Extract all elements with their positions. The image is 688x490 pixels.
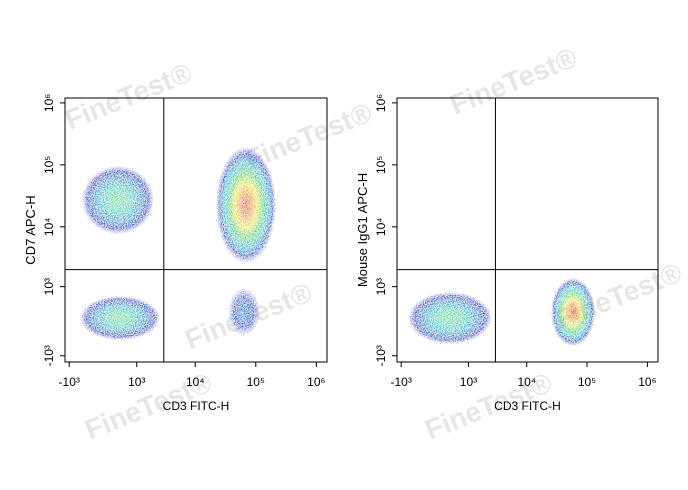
population	[82, 166, 154, 234]
y-tick-label: 10³	[42, 278, 56, 295]
y-axis-label: Mouse IgG1 APC-H	[355, 173, 370, 287]
y-axis-label: CD7 APC-H	[23, 195, 38, 264]
watermark: FineTest®	[446, 42, 582, 121]
population	[408, 292, 492, 344]
y-tick-label: 10⁵	[42, 156, 56, 174]
x-tick-label: -10³	[59, 375, 80, 389]
x-tick-label: -10³	[391, 375, 412, 389]
y-tick-label: 10³	[374, 278, 388, 295]
x-tick-label: 10⁶	[307, 375, 325, 389]
population	[228, 288, 260, 336]
plot-frame	[64, 97, 328, 363]
population	[80, 296, 160, 340]
x-tick-label: 10⁵	[247, 375, 265, 389]
x-tick-label: 10³	[128, 375, 145, 389]
plot-frame	[396, 97, 659, 363]
x-axis-label: CD3 FITC-H	[494, 399, 561, 413]
density-left	[80, 147, 276, 340]
x-tick-label: 10⁴	[517, 375, 536, 389]
y-tick-label: 10⁵	[374, 156, 388, 174]
watermark: FineTest®	[61, 57, 197, 136]
density-right	[408, 278, 595, 346]
y-tick-label: 10⁴	[42, 218, 56, 237]
x-tick-label: 10⁵	[578, 375, 596, 389]
y-tick-label: -10³	[374, 345, 388, 366]
y-tick-label: 10⁶	[42, 94, 56, 112]
population	[551, 278, 595, 346]
population	[216, 147, 276, 263]
x-tick-label: 10⁶	[638, 375, 656, 389]
y-tick-label: 10⁶	[374, 94, 388, 112]
x-axis-label: CD3 FITC-H	[163, 399, 230, 413]
x-tick-label: 10⁴	[186, 375, 205, 389]
x-tick-label: 10³	[460, 375, 477, 389]
y-tick-label: 10⁴	[374, 218, 388, 237]
y-tick-label: -10³	[42, 345, 56, 366]
